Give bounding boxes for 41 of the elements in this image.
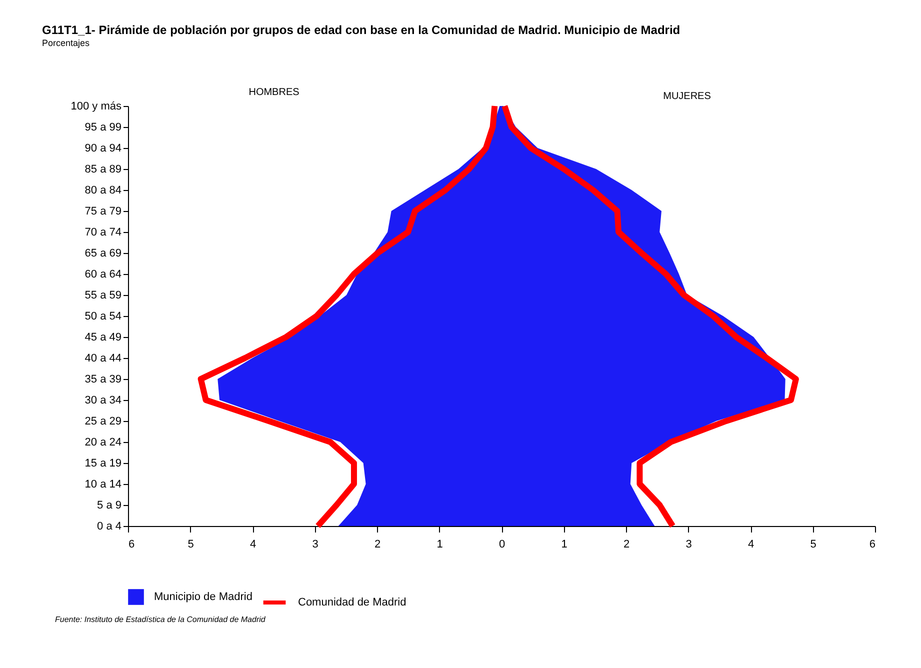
x-tick-label: 6 [128,538,135,550]
x-tick-label: 1 [561,538,568,550]
y-tick-label: 10 a 14 [84,478,122,490]
y-tick-label: 60 a 64 [84,268,122,280]
y-tick-label: 45 a 49 [84,332,122,344]
x-tick-label: 5 [188,538,194,550]
y-tick-label: 30 a 34 [84,394,122,406]
legend-label: Comunidad de Madrid [298,596,406,608]
y-tick-label: 40 a 44 [84,352,122,364]
y-tick-label: 35 a 39 [84,374,122,386]
y-tick-label: 95 a 99 [84,122,122,134]
y-tick-label: 25 a 29 [84,416,122,428]
legend-label: Municipio de Madrid [154,591,252,603]
y-tick-label: 75 a 79 [84,206,122,218]
y-tick-label: 50 a 54 [84,310,122,322]
x-tick-label: 2 [374,538,381,550]
y-tick-label: 80 a 84 [84,184,122,196]
source-note: Fuente: Instituto de Estadística de la Comunidad de Madrid [55,615,266,624]
y-tick-label: 65 a 69 [84,248,122,260]
x-tick-label: 0 [498,538,506,550]
y-tick-label: 85 a 89 [84,164,122,176]
chart-subtitle: Porcentajes [42,38,90,48]
y-tick-label: 100 y más [70,100,122,112]
x-tick-label: 4 [250,538,256,550]
y-tick-label: 15 a 19 [84,458,122,470]
chart-title: G11T1_1- Pirámide de población por grupos de edad con base en la Comunidad de Madrid. Municipio de Madrid [42,23,680,37]
x-tick-label: 5 [810,538,816,550]
y-tick-label: 90 a 94 [84,142,122,154]
text: MUJERES [663,91,712,102]
x-tick-label: 2 [623,538,630,550]
y-tick-label: 5 a 9 [97,500,122,512]
x-tick-label: 3 [312,538,318,550]
text: HOMBRES [248,87,300,98]
y-tick-label: 70 a 74 [84,226,122,238]
y-tick-label: 0 a 4 [97,520,122,532]
x-tick-label: 6 [869,538,876,550]
y-tick-label: 55 a 59 [84,290,122,302]
x-tick-label: 3 [686,538,692,550]
x-tick-label: 4 [748,538,754,550]
x-tick-label: 1 [436,538,443,550]
y-tick-label: 20 a 24 [84,436,122,448]
